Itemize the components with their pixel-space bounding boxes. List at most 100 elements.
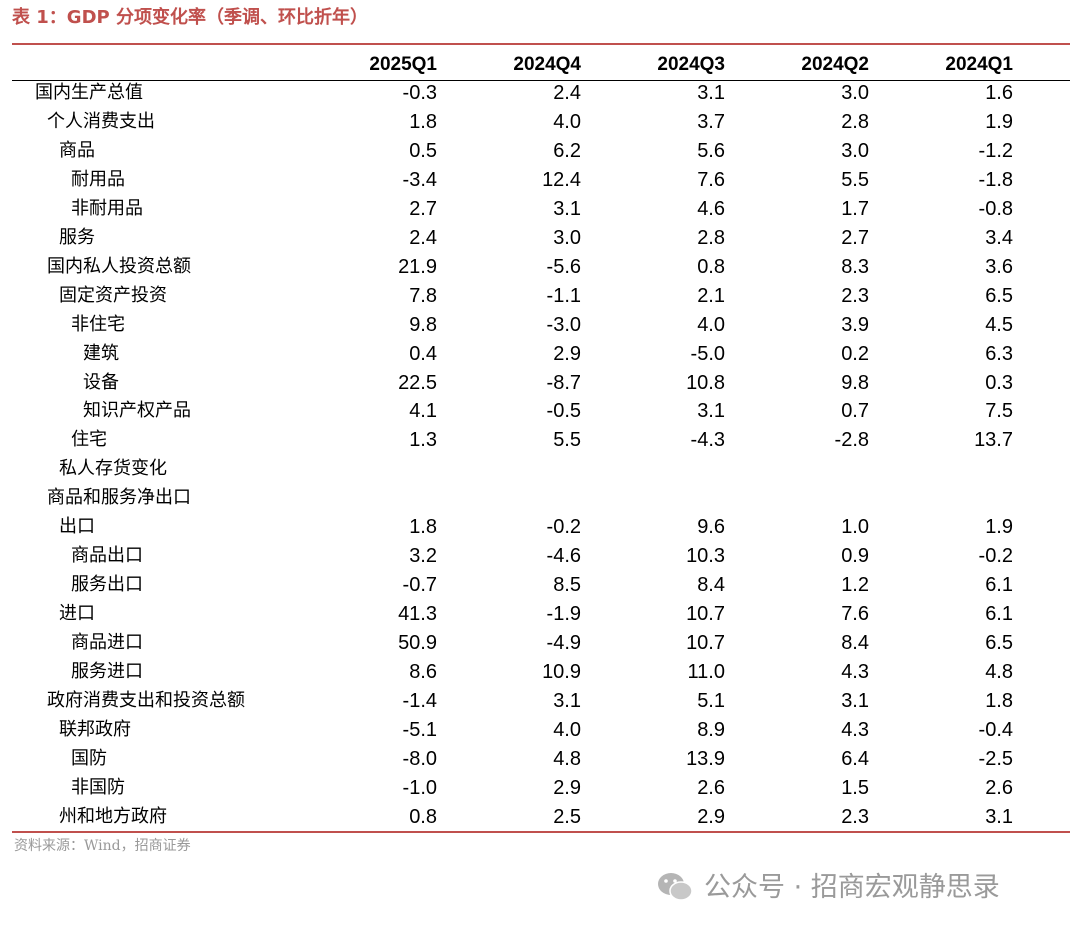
cell-value: 2.4 (553, 82, 581, 104)
cell-value: 1.8 (409, 110, 437, 133)
row-label: 设备 (83, 371, 119, 393)
cell-value: 10.3 (686, 545, 725, 568)
cell-value: 7.8 (409, 284, 437, 307)
column-header: 2024Q4 (513, 54, 581, 75)
cell-value: 5.6 (697, 139, 725, 162)
cell-value: 2.6 (697, 776, 725, 799)
cell-value: -0.8 (978, 197, 1013, 220)
cell-value: 1.9 (985, 516, 1013, 539)
column-header: 2024Q1 (945, 54, 1013, 75)
cell-value: -1.9 (546, 603, 581, 626)
cell-value: -2.5 (978, 747, 1013, 770)
cell-value: 9.8 (409, 313, 437, 336)
cell-value: 2.1 (697, 284, 725, 307)
cell-value: 1.5 (841, 776, 869, 799)
row-label: 非耐用品 (71, 197, 143, 219)
cell-value: 3.4 (985, 226, 1013, 249)
cell-value: -0.4 (978, 718, 1013, 741)
cell-value: 4.8 (553, 747, 581, 770)
cell-value: 22.5 (398, 371, 437, 394)
cell-value: 3.1 (697, 82, 725, 104)
cell-value: 2.6 (985, 776, 1013, 799)
cell-value: 4.6 (697, 197, 725, 220)
row-label: 住宅 (71, 429, 107, 451)
cell-value: 1.9 (985, 110, 1013, 133)
row-label: 知识产权产品 (83, 400, 191, 422)
cell-value: 3.6 (985, 255, 1013, 278)
row-label: 建筑 (83, 342, 119, 364)
cell-value: -1.2 (978, 139, 1013, 162)
cell-value: 10.9 (542, 661, 581, 683)
cell-value: 2.3 (841, 805, 869, 828)
cell-value: 21.9 (398, 255, 437, 278)
row-label: 州和地方政府 (59, 805, 167, 827)
row-label: 商品 (59, 139, 95, 161)
cell-value: 3.1 (841, 689, 869, 712)
cell-value: 10.8 (686, 371, 725, 394)
cell-value: -1.8 (978, 168, 1013, 191)
cell-value: -4.6 (546, 545, 581, 568)
cell-value: 4.0 (553, 110, 581, 133)
row-label: 商品和服务净出口 (47, 487, 191, 509)
row-label: 服务出口 (71, 574, 143, 596)
cell-value: -1.1 (546, 284, 581, 307)
column-header: 2024Q3 (657, 54, 725, 75)
cell-value: 0.2 (841, 342, 869, 365)
cell-value: -0.7 (402, 574, 437, 597)
cell-value: 10.7 (686, 603, 725, 626)
cell-value: 0.8 (697, 255, 725, 278)
cell-value: 4.1 (409, 400, 437, 423)
cell-value: 2.9 (553, 342, 581, 365)
cell-value: 1.0 (841, 516, 869, 539)
cell-value: 2.8 (697, 226, 725, 249)
row-label: 国内生产总值 (35, 82, 143, 103)
row-label: 商品出口 (71, 545, 143, 567)
cell-value: 5.1 (697, 689, 725, 712)
cell-value: 2.7 (409, 197, 437, 220)
cell-value: 6.3 (985, 342, 1013, 365)
cell-value: 1.6 (985, 82, 1013, 104)
cell-value: 8.4 (841, 632, 869, 655)
cell-value: 2.5 (553, 805, 581, 828)
cell-value: 1.7 (841, 197, 869, 220)
cell-value: 2.9 (697, 805, 725, 828)
row-label: 商品进口 (71, 632, 143, 654)
cell-value: -1.4 (402, 689, 437, 712)
bottom-rule (12, 831, 1070, 833)
row-label: 出口 (59, 516, 95, 538)
cell-value: 2.9 (553, 776, 581, 799)
cell-value: -5.6 (546, 255, 581, 278)
cell-value: 4.0 (697, 313, 725, 336)
cell-value: 0.8 (409, 805, 437, 828)
cell-value: 2.7 (841, 226, 869, 249)
cell-value: 4.5 (985, 313, 1013, 336)
cell-value: -8.7 (546, 371, 581, 394)
cell-value: 0.3 (985, 371, 1013, 394)
cell-value: 5.5 (553, 429, 581, 452)
cell-value: 3.0 (841, 139, 869, 162)
cell-value: 7.6 (697, 168, 725, 191)
cell-value: 2.3 (841, 284, 869, 307)
cell-value: 9.6 (697, 516, 725, 539)
row-label: 服务 (59, 226, 95, 248)
cell-value: 1.2 (841, 574, 869, 597)
column-header: 2025Q1 (369, 54, 437, 75)
cell-value: 8.9 (697, 718, 725, 741)
cell-value: 3.0 (841, 82, 869, 104)
cell-value: 5.5 (841, 168, 869, 191)
row-label: 服务进口 (71, 661, 143, 682)
row-label: 固定资产投资 (59, 284, 167, 306)
cell-value: 4.0 (553, 718, 581, 741)
cell-value: -3.4 (402, 168, 437, 191)
cell-value: 0.4 (409, 342, 437, 365)
cell-value: 6.1 (985, 574, 1013, 597)
table-title: 表 1：GDP 分项变化率（季调、环比折年） (12, 7, 368, 28)
row-label: 耐用品 (71, 168, 125, 190)
row-label: 非国防 (71, 776, 125, 798)
cell-value: 1.8 (409, 516, 437, 539)
cell-value: 3.1 (985, 805, 1013, 828)
cell-value: -0.2 (978, 545, 1013, 568)
cell-value: -2.8 (834, 429, 869, 452)
cell-value: -5.1 (402, 718, 437, 741)
